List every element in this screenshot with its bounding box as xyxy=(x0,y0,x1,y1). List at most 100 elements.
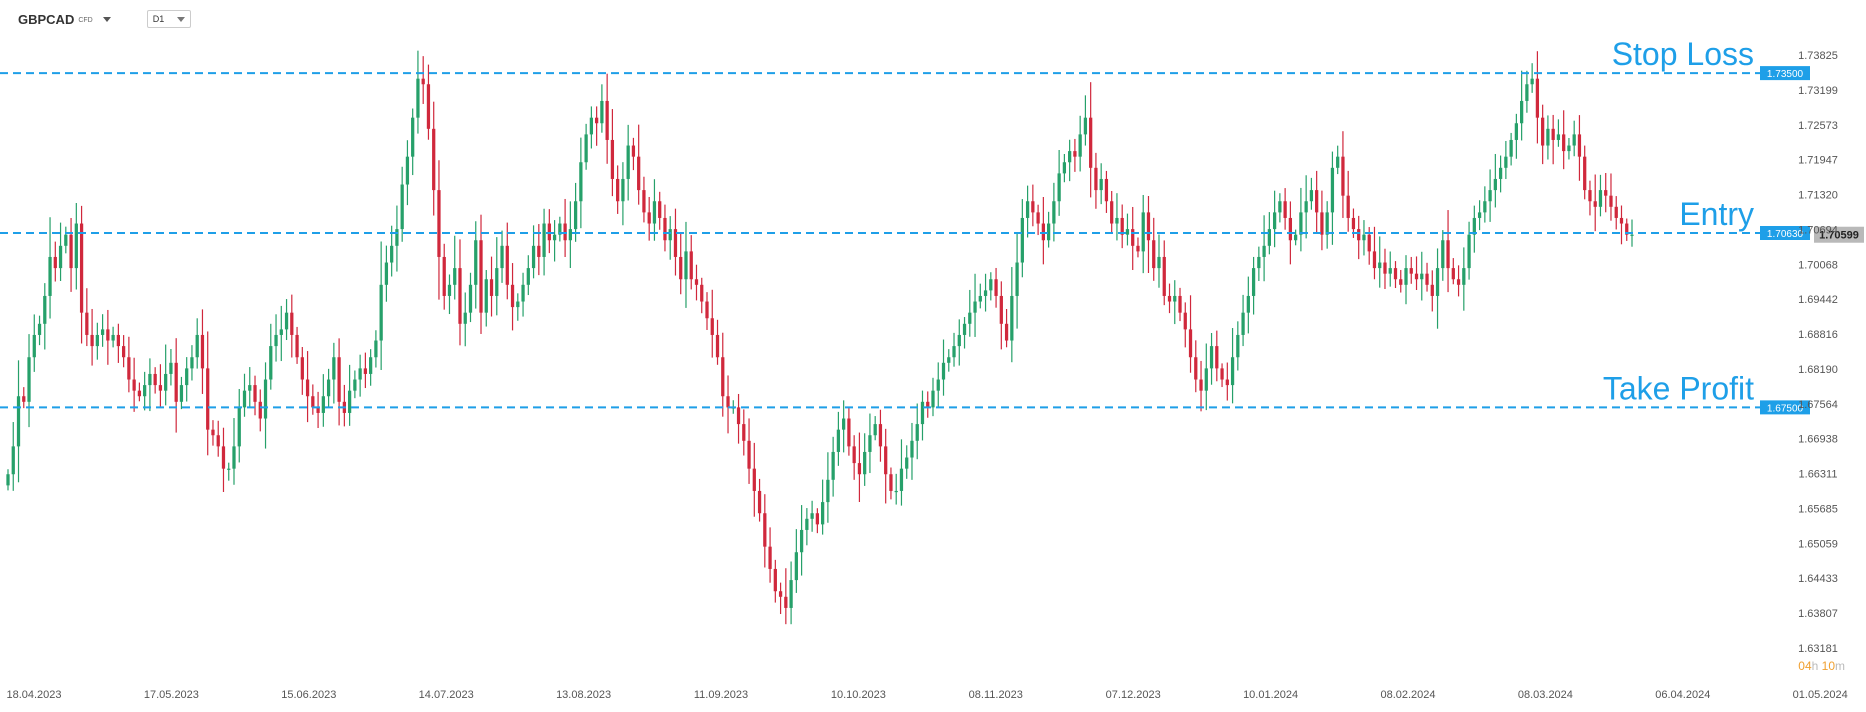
candle-body xyxy=(1341,156,1345,196)
timeframe-select[interactable]: D1 xyxy=(146,10,191,28)
candle-body xyxy=(1567,145,1571,152)
candle-body xyxy=(784,596,788,608)
candle-body xyxy=(978,295,982,302)
price-tick-label: 1.66938 xyxy=(1798,434,1838,446)
level-price-badge-text: 1.67500 xyxy=(1767,403,1804,414)
candle-body xyxy=(1614,206,1618,218)
candle-body xyxy=(778,591,783,597)
candle-body xyxy=(1367,234,1371,252)
symbol-dropdown-icon[interactable] xyxy=(102,16,111,22)
date-tick-label: 01.05.2024 xyxy=(1793,689,1848,701)
candle-body xyxy=(826,479,830,503)
candle-body xyxy=(668,229,672,241)
candle-body xyxy=(842,418,846,430)
candle-body xyxy=(200,334,205,369)
price-tick-label: 1.65685 xyxy=(1798,503,1838,515)
candle-body xyxy=(190,357,194,369)
candle-body xyxy=(1204,368,1208,391)
price-axis[interactable]: 1.73825 1.73199 1.72573 1.71947 1.71320 1.706… xyxy=(1798,50,1838,655)
candle-body xyxy=(1199,379,1203,391)
time-axis[interactable]: 18.04.2023 17.05.2023 15.06.2023 14.07.2023… xyxy=(6,689,1847,701)
candle-body xyxy=(1078,134,1082,157)
candle-body xyxy=(1020,217,1024,263)
candle-body xyxy=(1251,268,1256,296)
price-tick-label: 1.72573 xyxy=(1798,120,1838,132)
candle-body xyxy=(1236,334,1240,358)
candle-body xyxy=(6,474,10,486)
candle-body xyxy=(794,552,798,581)
candle-body xyxy=(526,268,530,285)
candle-body xyxy=(1472,217,1476,235)
candle-body xyxy=(631,145,636,157)
candle-body xyxy=(221,446,226,469)
current-price-tag xyxy=(1814,226,1864,243)
candle-body xyxy=(1099,178,1103,191)
candle-body xyxy=(411,117,415,157)
candle-body xyxy=(700,284,704,302)
candle-body xyxy=(673,229,678,257)
candle-body xyxy=(1556,134,1561,140)
candles-layer xyxy=(6,50,1634,625)
candle-body xyxy=(1446,240,1450,269)
candle-body xyxy=(1094,167,1098,191)
price-tick-label: 1.66311 xyxy=(1799,469,1838,481)
candle-body xyxy=(106,329,110,341)
candle-body xyxy=(1004,323,1009,341)
candle-body xyxy=(1246,295,1250,313)
candle-body xyxy=(542,223,546,257)
candle-body xyxy=(1183,312,1187,330)
candle-body xyxy=(421,78,425,85)
date-tick-label: 08.03.2024 xyxy=(1518,689,1573,701)
candle-body xyxy=(763,513,767,547)
candle-body xyxy=(447,284,452,296)
date-tick-label: 13.08.2023 xyxy=(556,689,611,701)
level-name-label: Stop Loss xyxy=(1612,36,1754,72)
candle-body xyxy=(1325,212,1329,235)
candle-body xyxy=(1330,167,1335,213)
candle-body xyxy=(1131,229,1135,246)
candle-body xyxy=(936,379,940,391)
candle-body xyxy=(595,117,599,124)
symbol-label[interactable]: GBPCAD xyxy=(18,11,75,27)
candle-body xyxy=(384,262,389,285)
candle-body xyxy=(1430,284,1434,296)
candle-body xyxy=(1230,357,1235,386)
candle-body xyxy=(868,435,872,452)
candle-body xyxy=(1036,212,1040,224)
candle-body xyxy=(1241,312,1245,335)
price-tick-label: 1.63807 xyxy=(1798,608,1838,620)
candle-body xyxy=(1294,234,1298,241)
candle-body xyxy=(852,446,856,464)
candle-body xyxy=(1031,201,1035,213)
candle-body xyxy=(1598,190,1603,207)
candle-body xyxy=(1451,268,1455,280)
candle-body xyxy=(474,240,478,285)
candle-body xyxy=(169,362,173,374)
candle-body xyxy=(1120,217,1124,235)
candle-body xyxy=(1041,223,1045,241)
candle-body xyxy=(395,229,399,246)
candle-body xyxy=(263,379,268,419)
candle-body xyxy=(1588,190,1592,202)
price-tick-label: 1.68816 xyxy=(1798,329,1838,341)
candle-body xyxy=(915,424,919,441)
candle-body xyxy=(1393,268,1398,280)
candle-body xyxy=(584,134,588,163)
candle-body xyxy=(726,396,730,408)
candle-body xyxy=(16,396,21,447)
candle-body xyxy=(121,346,126,358)
candle-body xyxy=(621,178,625,202)
candle-body xyxy=(894,490,898,493)
candle-body xyxy=(610,139,615,179)
candle-body xyxy=(1267,229,1271,246)
date-tick-label: 08.11.2023 xyxy=(969,689,1023,701)
candle-body xyxy=(116,334,120,347)
candle-body xyxy=(679,256,683,280)
candle-body xyxy=(390,245,394,263)
candle-body xyxy=(1504,156,1508,168)
price-tick-label: 1.73825 xyxy=(1798,50,1838,62)
candle-body xyxy=(1257,256,1261,269)
candle-body xyxy=(1577,134,1582,157)
